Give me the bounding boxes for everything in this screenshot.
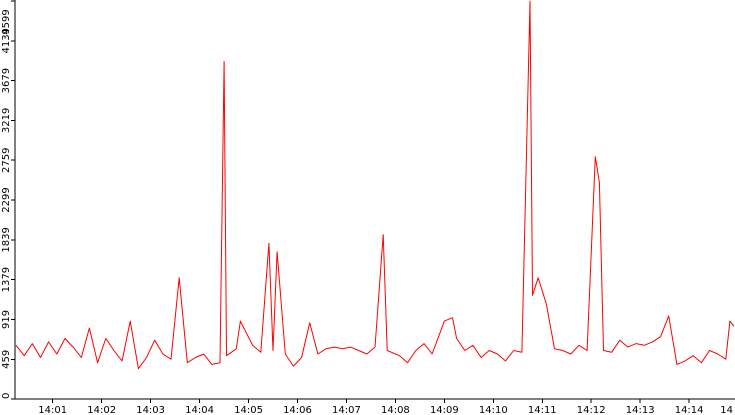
- y-tick-label: 3219: [1, 108, 12, 133]
- x-tick-label: 14:08: [381, 405, 410, 415]
- y-tick-label: 459: [1, 350, 12, 369]
- x-tick-label: 14:06: [283, 405, 312, 415]
- x-tick-label: 14:03: [136, 405, 165, 415]
- y-tick-label: 1379: [1, 267, 12, 292]
- x-tick-label: 14:12: [577, 405, 606, 415]
- x-tick-label: 14:04: [185, 405, 214, 415]
- x-tick-label: 14:05: [234, 405, 263, 415]
- series-layer: [15, 0, 735, 370]
- x-axis: 14:01 14:02 14:03 14:04 14:05 14:06 14:07 14:08…: [15, 398, 735, 415]
- y-tick-label: 2299: [1, 187, 12, 212]
- x-tick-label: 14:02: [87, 405, 116, 415]
- y-tick-label: 919: [1, 310, 12, 329]
- x-tick-label: 14:11: [528, 405, 557, 415]
- x-tick-label: 14:10: [479, 405, 508, 415]
- x-tick-label: 14:01: [38, 405, 67, 415]
- y-tick-label: 2759: [1, 148, 12, 173]
- x-tick-label: 14:07: [332, 405, 361, 415]
- x-tick-label: 14:14: [675, 405, 704, 415]
- y-tick-label: 0: [1, 393, 12, 399]
- x-tick-label: 14:09: [430, 405, 459, 415]
- x-tick-label: 14:13: [626, 405, 655, 415]
- series-line: [15, 0, 735, 370]
- y-tick-label: 4599: [1, 9, 12, 34]
- x-tick-label: 14: [720, 405, 733, 415]
- y-tick-label: 1839: [1, 227, 12, 252]
- y-tick-label: 4139: [1, 28, 12, 53]
- y-tick-label: 3679: [1, 68, 12, 93]
